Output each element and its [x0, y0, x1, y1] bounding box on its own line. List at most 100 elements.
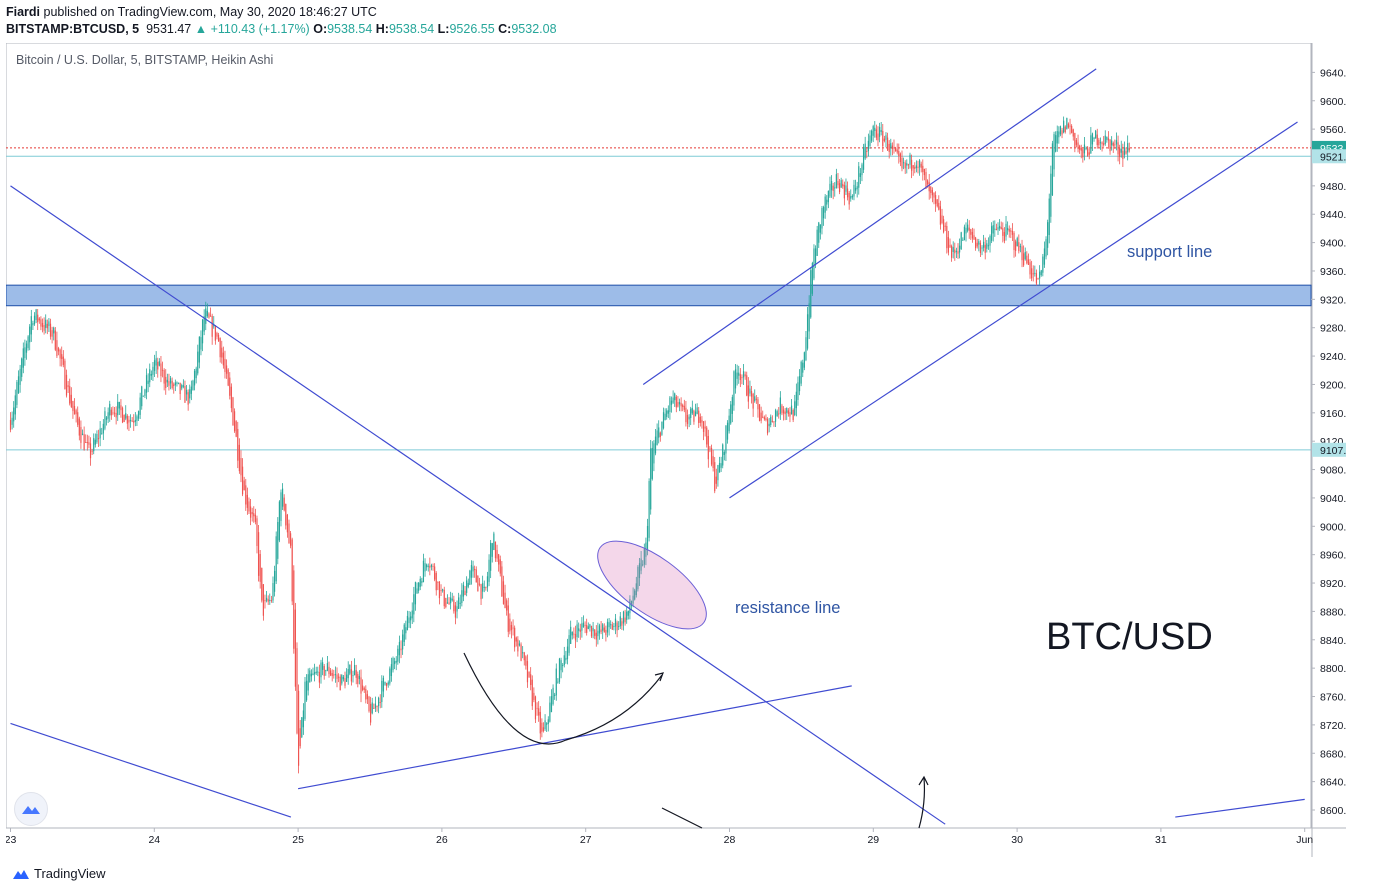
- candle-body: [83, 434, 85, 450]
- hline-price-badge: 9107.84: [1320, 445, 1346, 457]
- candle-body: [101, 433, 103, 435]
- resistance-zone: [5, 284, 1312, 307]
- candle-body: [685, 407, 687, 423]
- candle-body: [621, 621, 623, 626]
- candle-body: [67, 385, 69, 388]
- candle-body: [205, 308, 207, 324]
- candle-body: [608, 622, 610, 628]
- candle-body: [651, 447, 653, 479]
- candle-body: [960, 232, 962, 250]
- candle-body: [107, 412, 109, 419]
- chart-svg[interactable]: 8600.00 8640.00 8680.00 8720.00 8760.00 8800.…: [5, 42, 1367, 857]
- y-tick-label: 8720.00: [1320, 720, 1346, 732]
- candle-body: [277, 521, 279, 559]
- candle-body: [997, 227, 999, 230]
- candle-body: [230, 386, 232, 409]
- candle-body: [145, 375, 148, 393]
- candle-body: [206, 310, 208, 317]
- candle-body: [957, 251, 959, 254]
- candle-body: [94, 439, 96, 445]
- candle-body: [962, 239, 964, 241]
- candle-body: [1085, 148, 1087, 150]
- candle-body: [917, 166, 919, 169]
- candle-body: [571, 631, 573, 636]
- candle-body: [224, 358, 226, 372]
- candle-body: [472, 566, 474, 572]
- candle-body: [1042, 256, 1044, 273]
- candle-body: [739, 374, 741, 381]
- y-tick-label: 9080.00: [1320, 465, 1346, 477]
- candle-body: [667, 410, 669, 414]
- candle-body: [394, 661, 396, 665]
- author-name[interactable]: Fiardi: [6, 5, 41, 19]
- curved-arrow: [463, 652, 663, 745]
- candle-body: [1002, 228, 1004, 236]
- candle-body: [845, 185, 847, 192]
- candle-body: [112, 412, 114, 414]
- candle-body: [1119, 148, 1121, 158]
- candle-body: [99, 428, 101, 439]
- candle-body: [499, 559, 501, 574]
- candle-body: [750, 391, 753, 397]
- candle-body: [309, 670, 311, 683]
- candle-body: [384, 681, 386, 685]
- candle-body: [360, 677, 362, 694]
- candle-body: [405, 627, 407, 634]
- candle-body: [834, 187, 836, 189]
- candle-body: [459, 602, 461, 604]
- candle-body: [85, 441, 87, 443]
- candle-body: [935, 195, 937, 204]
- candle-body: [821, 208, 823, 229]
- footer-brand[interactable]: TradingView: [12, 866, 106, 881]
- candle-body: [766, 419, 769, 434]
- trendline-resistance-line: [10, 185, 946, 825]
- candle-body: [870, 130, 873, 141]
- candle-body: [355, 670, 357, 678]
- candle-body: [155, 358, 157, 366]
- candle-body: [370, 703, 372, 723]
- trendline-upper-channel: [642, 68, 1097, 385]
- candle-body: [96, 434, 98, 443]
- candle-body: [317, 671, 319, 673]
- candle-body: [318, 671, 321, 683]
- candle-body: [749, 388, 751, 394]
- candle-body: [566, 646, 569, 660]
- candle-body: [344, 678, 346, 686]
- candle-body: [829, 183, 831, 197]
- change-value: ▲ +110.43 (+1.17%): [194, 22, 310, 36]
- candle-body: [854, 187, 857, 191]
- candle-body: [506, 600, 508, 611]
- candle-body: [278, 501, 280, 541]
- candle-body: [229, 377, 231, 396]
- candle-body: [885, 135, 887, 140]
- chart-area[interactable]: 8600.00 8640.00 8680.00 8720.00 8760.00 8800.…: [5, 42, 1367, 857]
- candle-body: [843, 185, 845, 199]
- candle-body: [549, 702, 551, 722]
- y-tick-label: 9440.00: [1320, 209, 1346, 221]
- candle-body: [923, 168, 925, 176]
- tradingview-fab-button[interactable]: [14, 792, 48, 826]
- candle-body: [869, 135, 871, 146]
- candle-body: [925, 172, 927, 189]
- candle-body: [365, 688, 367, 700]
- candle-body: [22, 348, 24, 368]
- candle-body: [943, 219, 945, 233]
- candle-body: [426, 564, 428, 568]
- candle-body: [280, 492, 282, 521]
- candle-body: [563, 655, 565, 666]
- candle-body: [662, 412, 665, 429]
- candle-body: [1050, 173, 1052, 217]
- candle-body: [1074, 132, 1076, 148]
- candle-body: [1035, 273, 1038, 284]
- trendline-lower-falling-line: [10, 722, 292, 818]
- candle-body: [517, 639, 519, 652]
- candle-body: [822, 207, 825, 219]
- y-tick-label: 8760.00: [1320, 692, 1346, 704]
- candle-body: [446, 602, 449, 604]
- candle-body: [390, 664, 393, 677]
- candle-body: [482, 583, 484, 592]
- candle-body: [349, 664, 351, 674]
- candle-body: [262, 584, 264, 616]
- candle-body: [573, 633, 575, 635]
- candle-body: [201, 319, 204, 344]
